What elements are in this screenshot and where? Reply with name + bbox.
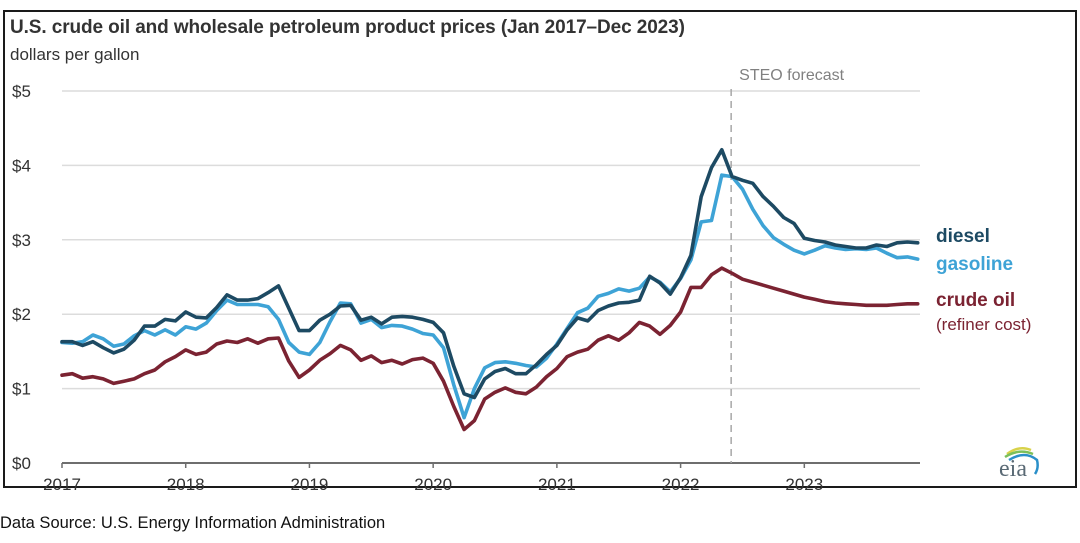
legend-note-crude-oil: (refiner cost) bbox=[936, 315, 1031, 334]
x-tick-label: 2020 bbox=[414, 475, 452, 494]
legend-label-diesel: diesel bbox=[936, 226, 990, 247]
chart-subtitle: dollars per gallon bbox=[10, 45, 140, 64]
y-tick-label: $3 bbox=[12, 231, 31, 250]
x-tick-label: 2022 bbox=[662, 475, 700, 494]
y-tick-label: $4 bbox=[12, 156, 31, 175]
x-axis: 2017 2018 2019 2020 2021 2022 2023 bbox=[43, 462, 920, 494]
y-tick-label: $1 bbox=[12, 380, 31, 399]
x-tick-label: 2023 bbox=[785, 475, 823, 494]
logo-arc-yellow bbox=[1006, 446, 1032, 456]
data-source-note: Data Source: U.S. Energy Information Adm… bbox=[0, 514, 386, 532]
x-tick-label: 2019 bbox=[291, 475, 329, 494]
forecast-label: STEO forecast bbox=[739, 67, 844, 84]
y-tick-label: $0 bbox=[12, 454, 31, 473]
y-tick-label: $2 bbox=[12, 305, 31, 324]
gridlines bbox=[62, 90, 920, 390]
series-line-crude-oil bbox=[60, 266, 920, 432]
legend-label-crude-oil: crude oil bbox=[936, 290, 1015, 311]
eia-logo: eia bbox=[999, 446, 1039, 482]
logo-arc-green bbox=[1004, 450, 1034, 459]
y-tick-label: $5 bbox=[12, 82, 31, 101]
chart-frame bbox=[3, 10, 1077, 488]
series-lines bbox=[60, 148, 920, 432]
x-tick-label: 2017 bbox=[43, 475, 81, 494]
legend: diesel gasoline crude oil (refiner cost) bbox=[936, 226, 1031, 334]
logo-arc-blue bbox=[1008, 453, 1039, 475]
series-line-gasoline bbox=[60, 173, 920, 420]
chart-title: U.S. crude oil and wholesale petroleum p… bbox=[10, 17, 685, 38]
series-line-diesel bbox=[60, 148, 920, 400]
legend-label-gasoline: gasoline bbox=[936, 254, 1013, 275]
forecast-marker: STEO forecast bbox=[730, 67, 845, 463]
y-axis: $0 $1 $2 $3 $4 $5 bbox=[12, 82, 31, 473]
x-tick-label: 2021 bbox=[538, 475, 576, 494]
logo-text: eia bbox=[999, 456, 1027, 482]
x-tick-label: 2018 bbox=[167, 475, 205, 494]
